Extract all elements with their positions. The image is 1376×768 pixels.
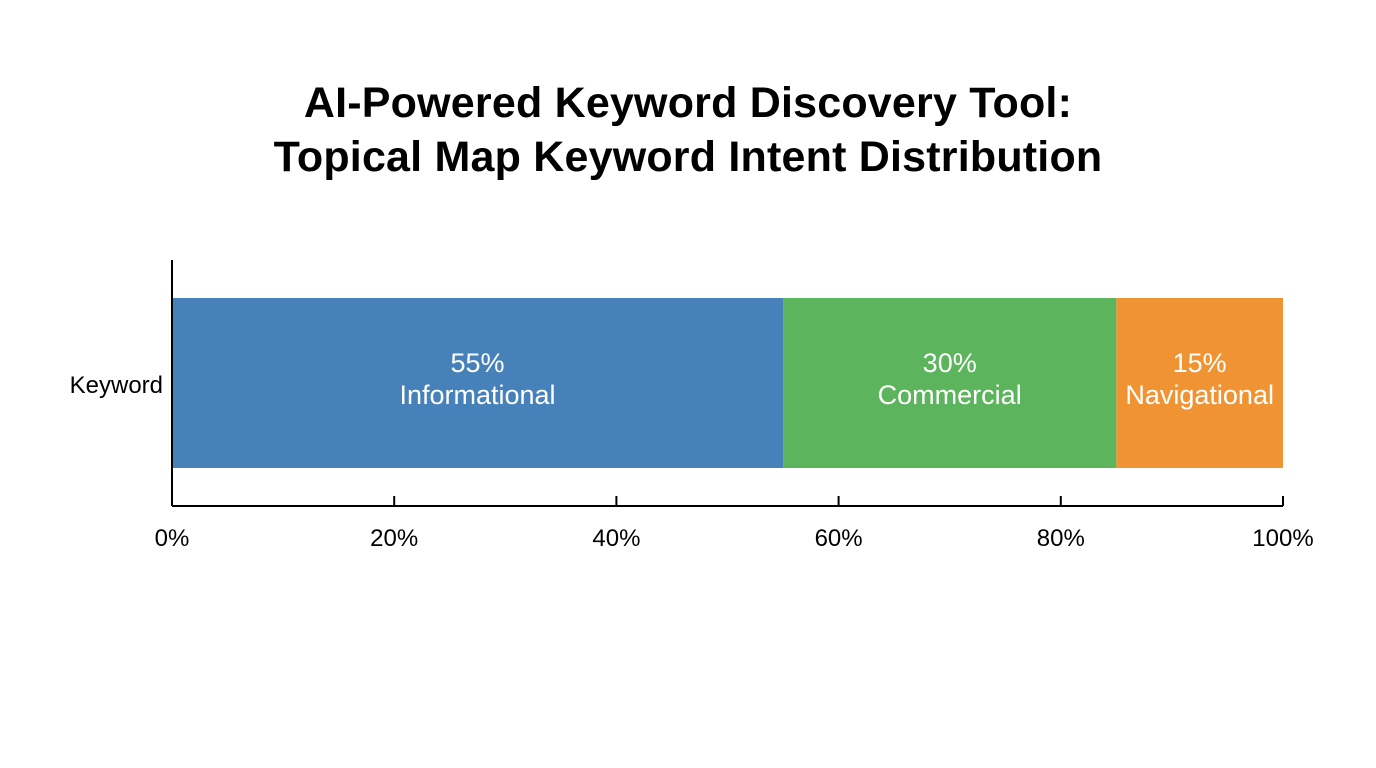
x-tick-label: 0%: [155, 525, 190, 552]
chart-title-line-1: AI-Powered Keyword Discovery Tool:: [303, 79, 1073, 127]
bar-segment-informational: [172, 298, 784, 468]
x-tick-label: 80%: [1037, 525, 1085, 552]
x-tick-label: 100%: [1252, 525, 1313, 552]
bar-segment-commercial: [783, 298, 1117, 468]
data-label-name-informational: Informational: [399, 380, 555, 410]
bar-segment-navigational: [1116, 298, 1283, 468]
data-label-name-navigational: Navigational: [1125, 380, 1274, 410]
data-label-value-informational: 55%: [451, 348, 505, 378]
data-label-value-navigational: 15%: [1173, 348, 1227, 378]
x-tick-label: 40%: [592, 525, 640, 552]
x-tick-label: 60%: [815, 525, 863, 552]
data-label-name-commercial: Commercial: [878, 380, 1022, 410]
data-label-value-commercial: 30%: [923, 348, 977, 378]
y-tick-label: Keyword: [70, 372, 163, 399]
x-tick-label: 20%: [370, 525, 418, 552]
chart-title-line-2: Topical Map Keyword Intent Distribution: [273, 133, 1103, 181]
chart-title: AI-Powered Keyword Discovery Tool: Topic…: [0, 76, 1376, 184]
